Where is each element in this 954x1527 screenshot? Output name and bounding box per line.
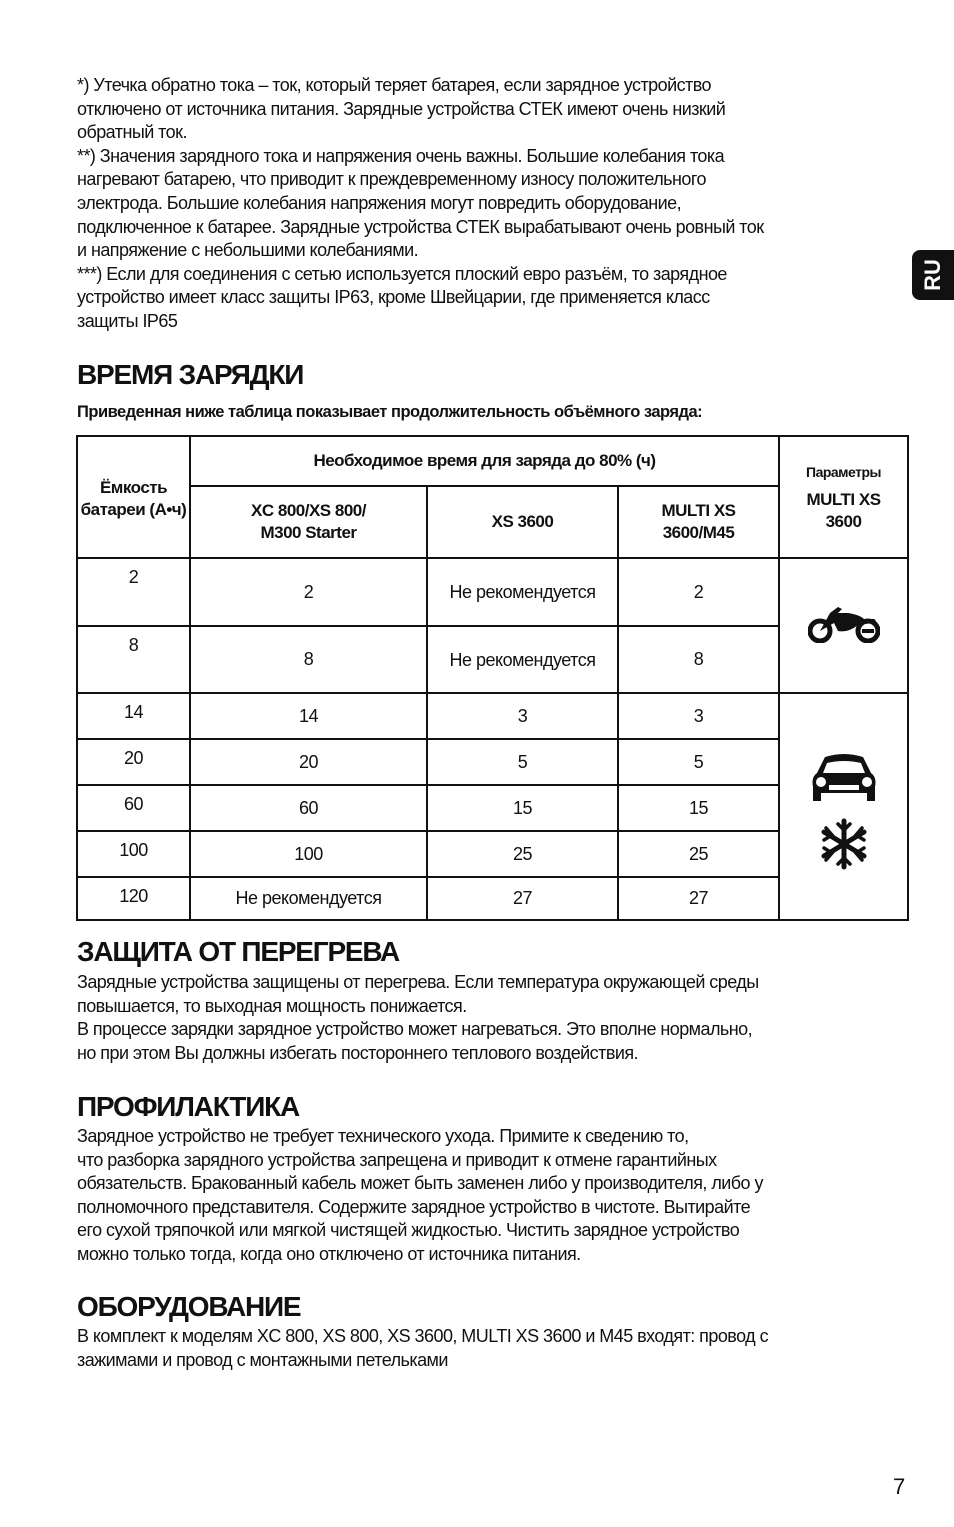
note-line: и напряжение с небольшими колебаниями. xyxy=(77,240,419,261)
text-line: его сухой тряпочкой или мягкой чистящей … xyxy=(77,1220,740,1241)
table-row: 100 100 25 25 xyxy=(76,830,908,878)
header-capacity: Ёмкость батареи (А•ч) xyxy=(76,435,191,559)
table-cell: 25 xyxy=(426,830,619,878)
vehicle-icon-cell xyxy=(778,557,910,694)
text-line: что разборка зарядного устройства запрещ… xyxy=(77,1149,717,1170)
table-cell: 2 xyxy=(189,557,428,627)
table-cell: 8 xyxy=(616,625,781,694)
text-line: зажимами и провод с монтажными петелькам… xyxy=(77,1349,448,1370)
text-line: обязательств. Бракованный кабель может б… xyxy=(77,1173,763,1194)
table-row: 60 60 15 15 xyxy=(76,784,908,832)
table-cell: 3 xyxy=(426,692,619,740)
charge-time-subtitle: Приведенная ниже таблица показывает прод… xyxy=(77,403,703,421)
table-cell: 14 xyxy=(76,692,191,740)
table-cell: 15 xyxy=(616,784,781,832)
table-row: 2 2 Не рекомендуется 2 xyxy=(76,557,910,694)
text-line: можно только тогда, когда оно отключено … xyxy=(77,1243,581,1264)
text-line: В процессе зарядки зарядное устройство м… xyxy=(77,1019,753,1040)
table-cell: 8 xyxy=(76,625,191,694)
table-cell: 25 xyxy=(616,830,781,878)
table-cell: 5 xyxy=(616,738,781,786)
table-row: 20 20 5 5 xyxy=(76,738,908,786)
vehicle-icon-cell xyxy=(778,692,910,921)
note-line: *) Утечка обратно тока – ток, который те… xyxy=(77,75,712,95)
table-row: 8 8 Не рекомендуется 8 xyxy=(76,625,908,694)
overheat-heading: ЗАЩИТА ОТ ПЕРЕГРЕВА xyxy=(77,936,400,967)
page-number: 7 xyxy=(893,1474,906,1499)
params-label: Параметры xyxy=(806,464,882,480)
table-cell: 20 xyxy=(76,738,191,786)
table-cell: 100 xyxy=(189,830,428,878)
equipment-heading: ОБОРУДОВАНИЕ xyxy=(77,1291,302,1322)
text-line: полномочного представителя. Содержите за… xyxy=(77,1196,751,1217)
header-model: XS 3600 xyxy=(426,485,619,559)
note-line: обратный ток. xyxy=(77,122,187,143)
note-line: электрода. Большие колебания напряжения … xyxy=(77,192,682,213)
table-cell: Не рекомендуется xyxy=(426,557,619,627)
table-cell: 2 xyxy=(76,557,191,627)
equipment-text: В комплект к моделям XC 800, XS 800, XS … xyxy=(77,1325,769,1372)
table-cell: Не рекомендуется xyxy=(426,625,619,694)
table-cell: 8 xyxy=(189,625,428,694)
table-cell: 100 xyxy=(76,830,191,878)
maintenance-text: Зарядное устройство не требует техническ… xyxy=(77,1125,763,1267)
table-cell: 5 xyxy=(426,738,619,786)
header-model: MULTI XS 3600/M45 xyxy=(616,485,781,559)
motorcycle-icon xyxy=(807,607,881,644)
table-row: 120 Не рекомендуется 27 27 xyxy=(76,876,908,921)
params-model: MULTI XS 3600 xyxy=(806,490,881,531)
table-cell: 60 xyxy=(76,784,191,832)
note-line: устройство имеет класс защиты IP63, кром… xyxy=(77,287,710,308)
table-cell: 27 xyxy=(426,876,619,921)
footnotes: *) Утечка обратно тока – ток, который те… xyxy=(77,74,764,334)
table-cell: 14 xyxy=(189,692,428,740)
table-cell: 120 xyxy=(76,876,191,921)
overheat-text: Зарядные устройства защищены от перегрев… xyxy=(77,971,759,1065)
language-tab: RU xyxy=(912,250,954,300)
note-line: защиты IP65 xyxy=(77,310,178,331)
text-line: Зарядное устройство не требует техническ… xyxy=(77,1126,689,1146)
note-line: **) Значения зарядного тока и напряжения… xyxy=(77,145,725,166)
text-line: В комплект к моделям XC 800, XS 800, XS … xyxy=(77,1326,769,1346)
text-line: но при этом Вы должны избегать посторонн… xyxy=(77,1042,639,1063)
maintenance-heading: ПРОФИЛАКТИКА xyxy=(77,1091,300,1122)
table-cell: 15 xyxy=(426,784,619,832)
table-cell: Не рекомендуется xyxy=(189,876,428,921)
table-cell: 3 xyxy=(616,692,781,740)
charge-time-table: Ёмкость батареи (А•ч) Необходимое время … xyxy=(76,435,910,921)
table-row: 14 14 3 3 xyxy=(76,692,910,921)
table-cell: 27 xyxy=(616,876,781,921)
note-line: нагревают батарею, что приводит к прежде… xyxy=(77,169,706,190)
note-line: ***) Если для соединения с сетью использ… xyxy=(77,263,727,284)
table-cell: 60 xyxy=(189,784,428,832)
table-cell: 20 xyxy=(189,738,428,786)
car-icon xyxy=(812,753,876,801)
header-params: Параметры MULTI XS 3600 xyxy=(778,435,910,559)
text-line: Зарядные устройства защищены от перегрев… xyxy=(77,972,759,992)
note-line: подключенное к батарее. Зарядные устройс… xyxy=(77,216,764,237)
header-model: XC 800/XS 800/ M300 Starter xyxy=(189,485,428,559)
charge-time-heading: ВРЕМЯ ЗАРЯДКИ xyxy=(77,359,304,390)
note-line: отключено от источника питания. Зарядные… xyxy=(77,98,726,119)
table-cell: 2 xyxy=(616,557,781,627)
language-tab-label: RU xyxy=(920,259,945,291)
text-line: повышается, то выходная мощность понижае… xyxy=(77,995,467,1016)
header-required-time: Необходимое время для заряда до 80% (ч) xyxy=(188,435,781,487)
snowflake-icon xyxy=(821,818,867,869)
